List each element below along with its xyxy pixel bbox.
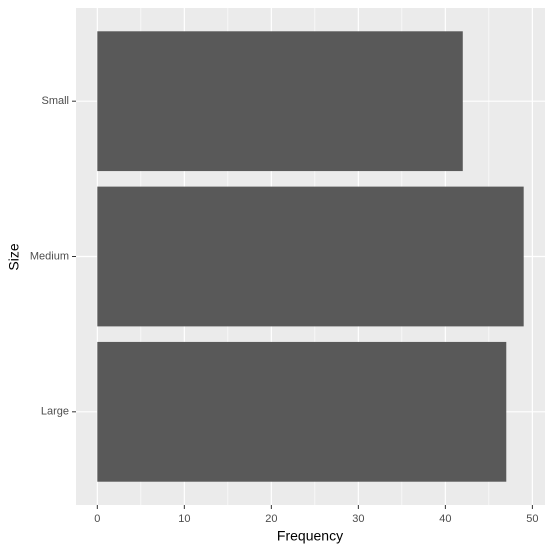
y-tick-label: Small — [41, 95, 69, 107]
x-tick-label: 50 — [526, 513, 538, 525]
bar — [97, 186, 524, 327]
y-axis-title: Size — [6, 243, 22, 270]
bar — [97, 341, 507, 482]
x-axis-title: Frequency — [277, 528, 343, 544]
x-tick-label: 10 — [178, 513, 190, 525]
x-tick-label: 0 — [94, 513, 100, 525]
bar — [97, 31, 463, 172]
x-tick-label: 20 — [265, 513, 277, 525]
y-tick-label: Medium — [30, 250, 69, 262]
x-tick-label: 30 — [352, 513, 364, 525]
x-tick-label: 40 — [439, 513, 451, 525]
y-tick-label: Large — [41, 406, 69, 418]
